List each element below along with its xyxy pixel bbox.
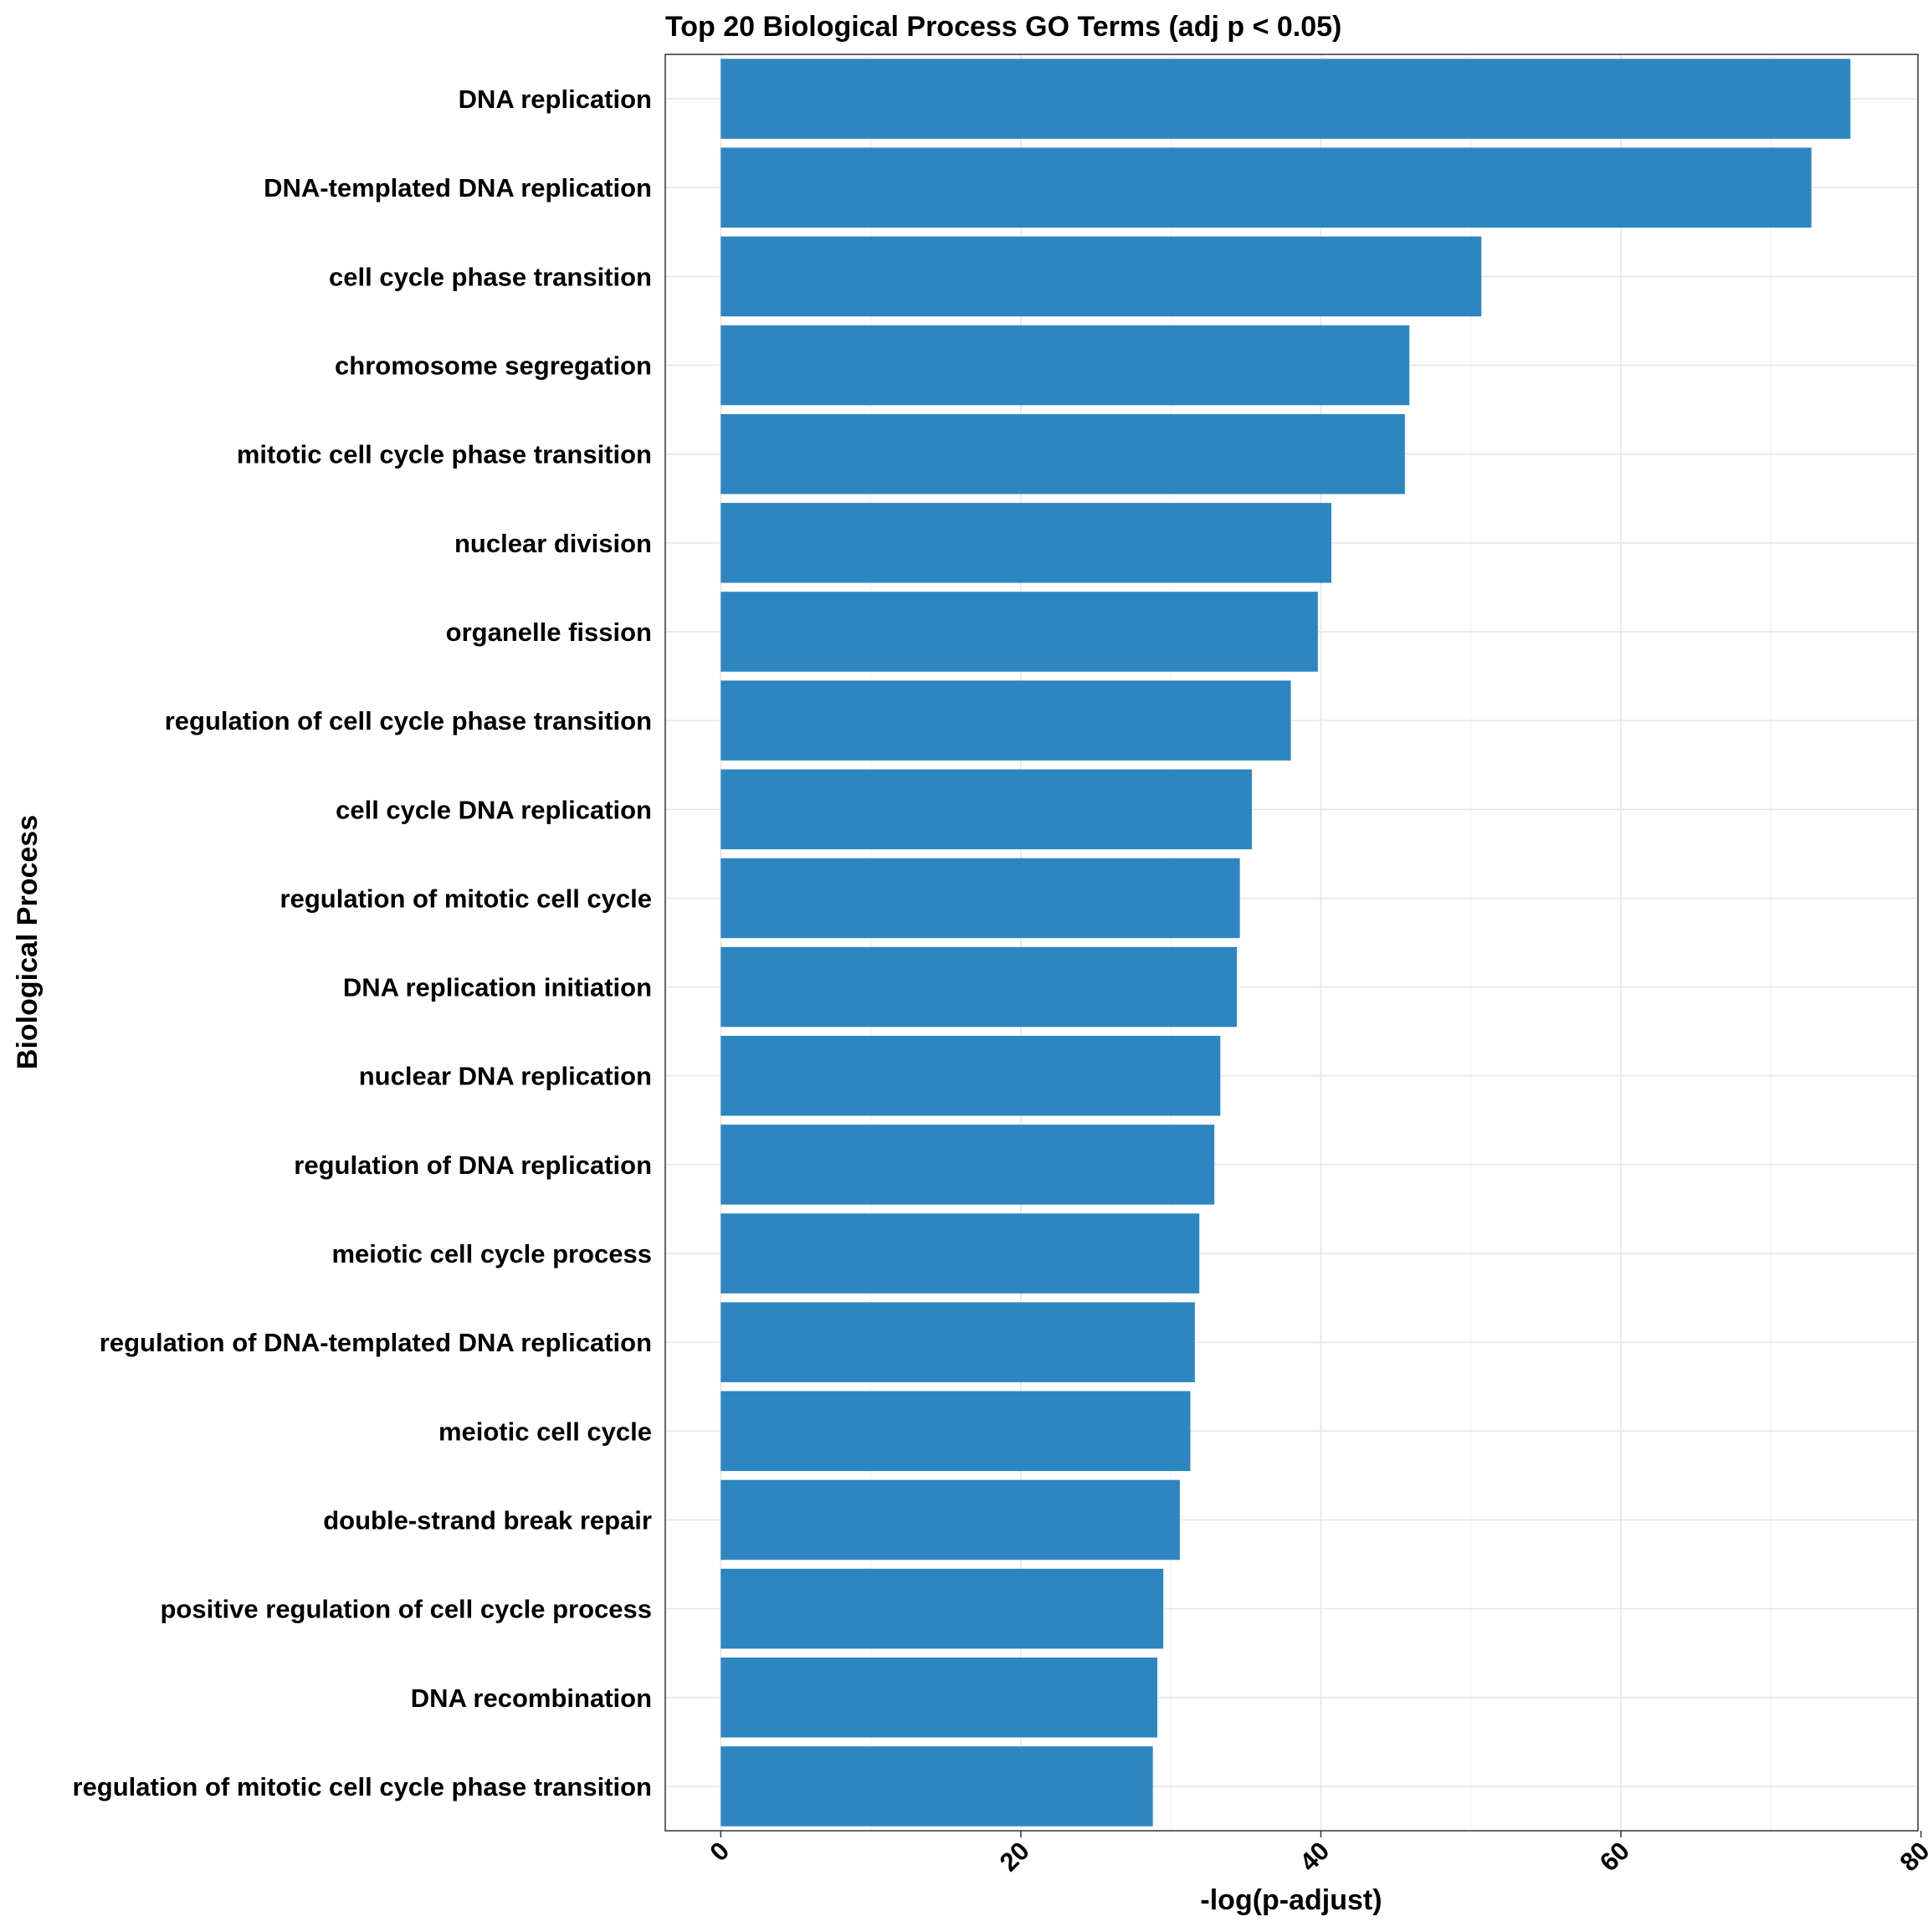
y-tick-label: meiotic cell cycle — [438, 1417, 652, 1446]
y-tick-label: regulation of mitotic cell cycle — [280, 884, 652, 913]
bar — [720, 147, 1812, 228]
bars — [720, 59, 1851, 1827]
y-axis-label: Biological Process — [12, 815, 44, 1069]
y-tick-label: chromosome segregation — [335, 351, 652, 381]
bar — [720, 680, 1291, 761]
chart-title: Top 20 Biological Process GO Terms (adj … — [665, 11, 1341, 43]
plot-background — [665, 54, 1918, 1831]
y-tick-label: double-strand break repair — [323, 1505, 652, 1535]
bar — [720, 946, 1238, 1027]
bar — [720, 1035, 1221, 1116]
bar — [720, 769, 1252, 850]
y-tick-label: mitotic cell cycle phase transition — [237, 440, 652, 469]
bar — [720, 1302, 1195, 1382]
x-tick-label: 20 — [994, 1836, 1035, 1877]
x-tick-label: 0 — [704, 1836, 735, 1867]
bar — [720, 592, 1318, 672]
x-ticks: 0 20 40 60 80 — [704, 1831, 1928, 1877]
y-tick-label: nuclear DNA replication — [359, 1062, 652, 1091]
bar — [720, 236, 1482, 317]
y-tick-label: regulation of DNA replication — [294, 1150, 652, 1180]
bar — [720, 1479, 1180, 1560]
y-tick-label: cell cycle phase transition — [329, 262, 652, 291]
y-tick-label: DNA replication initiation — [343, 973, 652, 1002]
plot-border — [664, 54, 1919, 1832]
x-tick-label: 60 — [1594, 1836, 1635, 1877]
bar — [720, 1658, 1158, 1738]
bar — [720, 1391, 1191, 1472]
bar — [720, 1746, 1153, 1827]
y-tick-label: cell cycle DNA replication — [336, 795, 652, 824]
bar — [720, 1213, 1200, 1294]
y-tick-label: positive regulation of cell cycle proces… — [161, 1595, 653, 1624]
y-tick-label: DNA replication — [459, 85, 652, 114]
y-tick-labels: DNA replication DNA-templated DNA replica… — [73, 85, 653, 1801]
y-tick-label: organelle fission — [446, 618, 652, 647]
bar — [720, 503, 1332, 583]
bar — [720, 858, 1240, 939]
x-axis-label: -log(p-adjust) — [1200, 1884, 1382, 1916]
bar — [720, 1125, 1215, 1205]
y-tick-label: nuclear division — [454, 529, 652, 558]
x-tick-label: 80 — [1894, 1836, 1928, 1877]
y-tick-label: regulation of mitotic cell cycle phase t… — [73, 1772, 653, 1801]
y-tick-label: meiotic cell cycle process — [331, 1239, 652, 1268]
bar — [720, 1568, 1164, 1649]
y-tick-label: regulation of DNA-templated DNA replicat… — [100, 1328, 652, 1357]
bar — [720, 59, 1851, 139]
y-tick-label: DNA recombination — [411, 1683, 652, 1713]
y-tick-label: DNA-templated DNA replication — [264, 173, 652, 202]
x-tick-label: 40 — [1294, 1836, 1335, 1877]
bar — [720, 325, 1410, 406]
bar — [720, 413, 1405, 495]
y-tick-label: regulation of cell cycle phase transitio… — [165, 706, 652, 735]
